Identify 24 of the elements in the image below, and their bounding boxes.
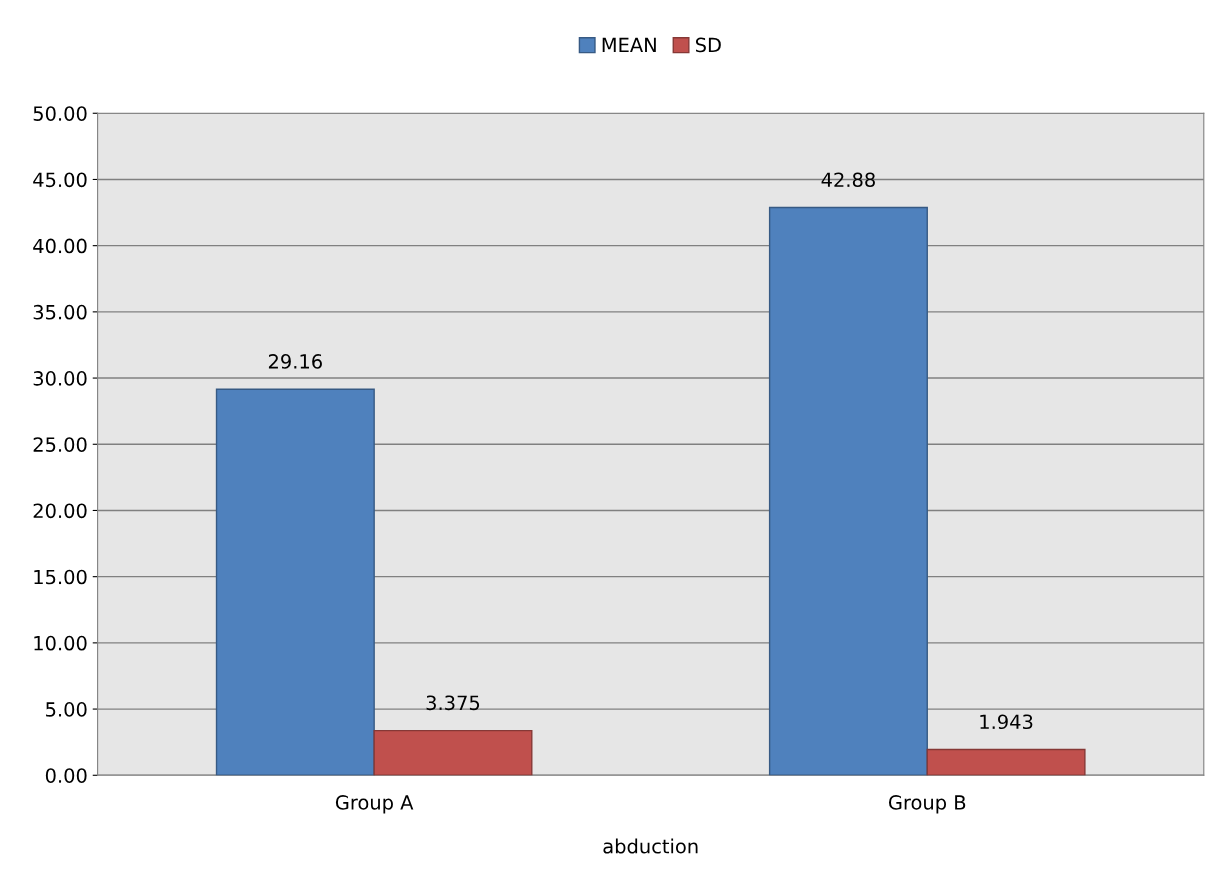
legend-label: SD — [695, 37, 721, 53]
legend-label: MEAN — [602, 37, 656, 52]
bar — [373, 729, 533, 776]
y-tick-label: 0.00 — [45, 768, 87, 783]
x-axis-title: abduction — [603, 838, 698, 854]
x-tick-label: Group A — [335, 795, 414, 814]
data-label: 42.88 — [821, 172, 875, 188]
y-tick-label: 5.00 — [46, 702, 87, 717]
data-label: 3.375 — [426, 695, 480, 711]
data-label: 29.16 — [268, 354, 322, 369]
y-tick-label: 20.00 — [33, 503, 87, 519]
bar — [768, 206, 928, 776]
y-tick-label: 25.00 — [33, 437, 87, 452]
y-tick-label: 10.00 — [34, 635, 87, 651]
y-tick-label: 35.00 — [33, 304, 87, 320]
x-tick-label: Group B — [888, 795, 966, 814]
y-tick-label: 45.00 — [33, 172, 87, 188]
bar — [215, 388, 375, 776]
y-tick-label: 50.00 — [33, 106, 87, 121]
bar — [926, 748, 1086, 776]
data-label: 1.943 — [980, 714, 1033, 730]
y-tick-label: 15.00 — [34, 569, 87, 585]
y-tick-label: 40.00 — [33, 238, 87, 254]
y-tick-label: 30.00 — [33, 371, 87, 386]
